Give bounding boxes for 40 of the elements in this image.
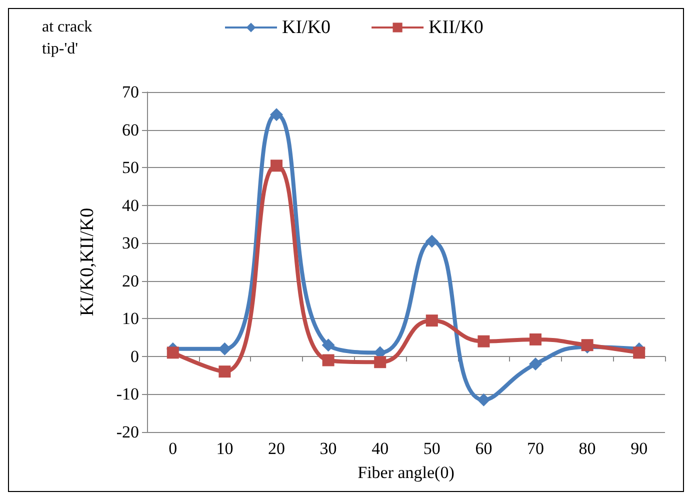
y-tick-label: 40	[122, 196, 139, 215]
point	[478, 335, 490, 348]
y-tick-label: 50	[122, 158, 139, 178]
point	[270, 160, 282, 172]
point	[529, 358, 542, 370]
point	[425, 234, 438, 248]
x-tick-label: 40	[372, 439, 389, 458]
x-tick-label: 80	[578, 439, 596, 458]
x-tick-label: 50	[423, 439, 440, 458]
point	[322, 354, 334, 366]
point	[633, 346, 646, 359]
point	[322, 338, 335, 352]
x-axis-title: Fiber angle(0)	[358, 463, 454, 482]
point	[374, 356, 386, 368]
y-tick-label: -20	[116, 422, 139, 442]
y-tick-label: 0	[130, 346, 139, 366]
y-axis-title: KI/K0,KII/K0	[77, 208, 98, 316]
point	[426, 314, 438, 327]
x-tick-label: 20	[268, 439, 285, 458]
x-tick-label: 70	[527, 439, 544, 458]
legend-label: KII/K0	[428, 17, 484, 38]
y-tick-label: 30	[122, 234, 139, 253]
point	[530, 333, 542, 346]
y-tick-label: -10	[116, 384, 139, 404]
point	[270, 108, 283, 122]
point	[166, 346, 179, 359]
point	[218, 342, 232, 356]
y-tick-label: 60	[122, 120, 139, 140]
x-tick-label: 0	[168, 439, 178, 458]
x-tick-label: 90	[630, 439, 648, 458]
point	[477, 393, 490, 406]
y-tick-label: 70	[122, 82, 139, 102]
point	[218, 366, 231, 378]
x-tick-label: 60	[475, 439, 492, 458]
y-tick-label: 20	[122, 271, 139, 290]
chart-title: at crack tip-'d'	[42, 18, 96, 58]
x-tick-label: 30	[320, 439, 337, 458]
y-tick-label: 10	[122, 309, 139, 328]
legend-label: KI/K0	[282, 17, 331, 38]
x-tick-label: 10	[216, 439, 234, 458]
